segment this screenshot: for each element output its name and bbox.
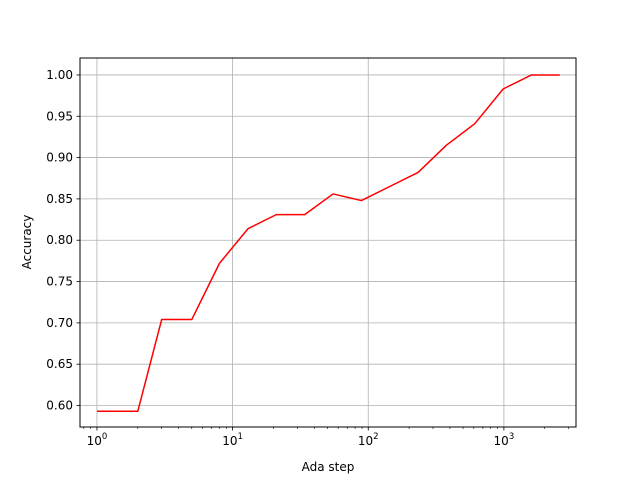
y-axis-label: Accuracy <box>20 215 34 270</box>
x-tick-label: 102 <box>358 432 379 448</box>
y-tick-label: 0.75 <box>46 275 73 289</box>
y-tick-label: 0.90 <box>46 151 73 165</box>
accuracy-line <box>96 74 560 413</box>
x-tick-label: 100 <box>87 432 108 448</box>
x-tick-label: 103 <box>494 432 515 448</box>
ticks: 100 101 102 103 0.60 0.65 0.70 0.75 0.80 0.85 0.90… <box>46 68 569 448</box>
y-tick-label: 0.95 <box>46 109 73 123</box>
y-tick-label: 0.60 <box>46 399 73 413</box>
y-tick-label: 0.65 <box>46 357 73 371</box>
x-axis-label: Ada step <box>302 460 355 474</box>
grid <box>80 58 576 427</box>
y-tick-label: 0.70 <box>46 316 73 330</box>
plot-frame <box>79 57 577 428</box>
y-tick-label: 0.85 <box>46 192 73 206</box>
series-group <box>96 74 560 413</box>
y-tick-label: 0.80 <box>46 233 73 247</box>
x-tick-label: 101 <box>222 432 243 448</box>
y-tick-label: 1.00 <box>46 68 73 82</box>
